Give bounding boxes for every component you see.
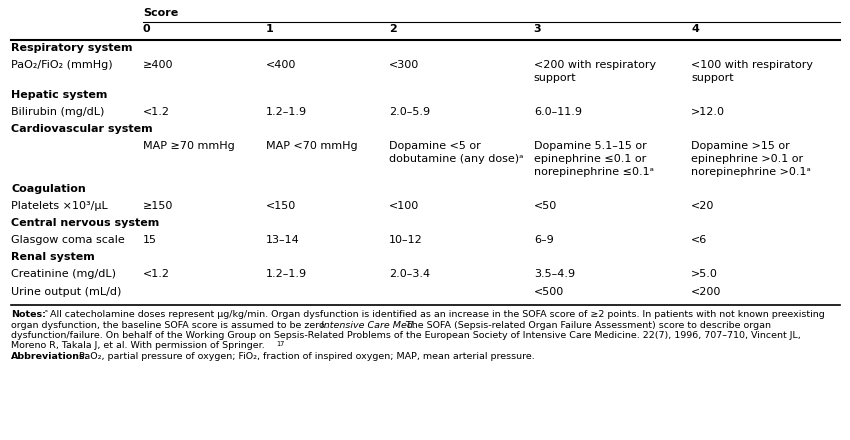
Text: Bilirubin (mg/dL): Bilirubin (mg/dL) [11, 107, 105, 117]
Text: 17: 17 [276, 341, 285, 348]
Text: Moreno R, Takala J, et al. With permission of Springer.: Moreno R, Takala J, et al. With permissi… [11, 341, 265, 351]
Text: <200 with respiratory
support: <200 with respiratory support [534, 60, 656, 83]
Text: Notes:: Notes: [11, 310, 46, 319]
Text: 1: 1 [266, 24, 274, 34]
Text: Score: Score [143, 8, 178, 18]
Text: Renal system: Renal system [11, 252, 95, 262]
Text: <300: <300 [389, 60, 420, 70]
Text: >12.0: >12.0 [691, 107, 725, 117]
Text: Dopamine >15 or
epinephrine >0.1 or
norepinephrine >0.1ᵃ: Dopamine >15 or epinephrine >0.1 or nore… [691, 141, 811, 176]
Text: 6.0–11.9: 6.0–11.9 [534, 107, 581, 117]
Text: 3.5–4.9: 3.5–4.9 [534, 269, 575, 279]
Text: Abbreviations:: Abbreviations: [11, 352, 89, 361]
Text: <20: <20 [691, 201, 714, 211]
Text: MAP ≥70 mmHg: MAP ≥70 mmHg [143, 141, 235, 151]
Text: 1.2–1.9: 1.2–1.9 [266, 269, 307, 279]
Text: 1.2–1.9: 1.2–1.9 [266, 107, 307, 117]
Text: <150: <150 [266, 201, 297, 211]
Text: Creatinine (mg/dL): Creatinine (mg/dL) [11, 269, 116, 279]
Text: Respiratory system: Respiratory system [11, 43, 133, 53]
Text: The SOFA (Sepsis-related Organ Failure Assessment) score to describe organ: The SOFA (Sepsis-related Organ Failure A… [403, 320, 771, 330]
Text: <100 with respiratory
support: <100 with respiratory support [691, 60, 813, 83]
Text: dysfunction/failure. On behalf of the Working Group on Sepsis-Related Problems o: dysfunction/failure. On behalf of the Wo… [11, 331, 801, 340]
Text: PaO₂/FiO₂ (mmHg): PaO₂/FiO₂ (mmHg) [11, 60, 113, 70]
Text: 2.0–3.4: 2.0–3.4 [389, 269, 430, 279]
Text: All catecholamine doses represent μg/kg/min. Organ dysfunction is identified as : All catecholamine doses represent μg/kg/… [50, 310, 824, 319]
Text: 10–12: 10–12 [389, 235, 423, 245]
Text: 4: 4 [691, 24, 699, 34]
Text: <200: <200 [691, 287, 722, 297]
Text: Intensive Care Med.: Intensive Care Med. [321, 320, 416, 330]
Text: ≥400: ≥400 [143, 60, 173, 70]
Text: Cardiovascular system: Cardiovascular system [11, 124, 153, 134]
Text: 2: 2 [389, 24, 397, 34]
Text: <6: <6 [691, 235, 707, 245]
Text: <400: <400 [266, 60, 297, 70]
Text: 13–14: 13–14 [266, 235, 300, 245]
Text: Central nervous system: Central nervous system [11, 218, 159, 228]
Text: organ dysfunction, the baseline SOFA score is assumed to be zero.: organ dysfunction, the baseline SOFA sco… [11, 320, 331, 330]
Text: ᵃ: ᵃ [45, 310, 48, 316]
Text: >5.0: >5.0 [691, 269, 718, 279]
Text: PaO₂, partial pressure of oxygen; FiO₂, fraction of inspired oxygen; MAP, mean a: PaO₂, partial pressure of oxygen; FiO₂, … [79, 352, 535, 361]
Text: Platelets ×10³/μL: Platelets ×10³/μL [11, 201, 108, 211]
Text: Hepatic system: Hepatic system [11, 90, 107, 100]
Text: Glasgow coma scale: Glasgow coma scale [11, 235, 125, 245]
Text: <100: <100 [389, 201, 420, 211]
Text: <1.2: <1.2 [143, 107, 170, 117]
Text: <500: <500 [534, 287, 564, 297]
Text: Coagulation: Coagulation [11, 184, 86, 194]
Text: <1.2: <1.2 [143, 269, 170, 279]
Text: Dopamine <5 or
dobutamine (any dose)ᵃ: Dopamine <5 or dobutamine (any dose)ᵃ [389, 141, 524, 164]
Text: 3: 3 [534, 24, 541, 34]
Text: ≥150: ≥150 [143, 201, 173, 211]
Text: 0: 0 [143, 24, 150, 34]
Text: Urine output (mL/d): Urine output (mL/d) [11, 287, 122, 297]
Text: <50: <50 [534, 201, 557, 211]
Text: Dopamine 5.1–15 or
epinephrine ≤0.1 or
norepinephrine ≤0.1ᵃ: Dopamine 5.1–15 or epinephrine ≤0.1 or n… [534, 141, 654, 176]
Text: MAP <70 mmHg: MAP <70 mmHg [266, 141, 358, 151]
Text: 15: 15 [143, 235, 156, 245]
Text: 6–9: 6–9 [534, 235, 553, 245]
Text: 2.0–5.9: 2.0–5.9 [389, 107, 430, 117]
